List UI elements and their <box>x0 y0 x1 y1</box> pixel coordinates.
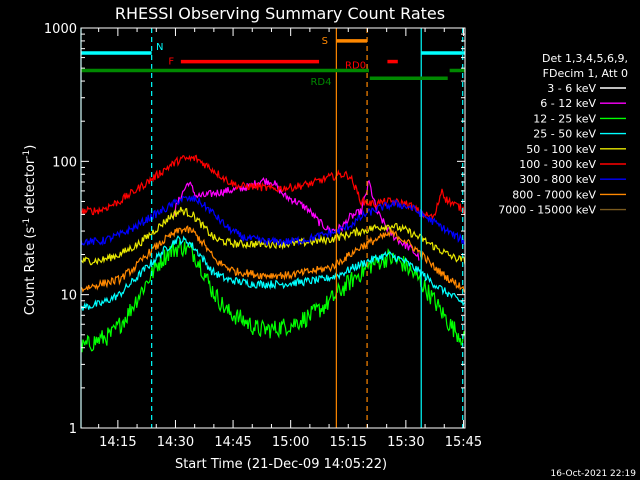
y-axis-label: Count Rate (s-1 detector-1) <box>22 145 38 316</box>
data-layer <box>80 154 466 353</box>
legend-label-6: 300 - 800 keV <box>519 173 596 186</box>
x-tick-label-4: 15:15 <box>330 435 367 450</box>
y-tick-label-2: 100 <box>52 155 77 170</box>
x-tick-label-3: 15:00 <box>272 435 309 450</box>
flag-label-n: N <box>156 42 163 53</box>
legend-label-8: 7000 - 15000 keV <box>498 204 596 217</box>
series-line-1 <box>172 177 420 261</box>
flag-label-rd4: RD4 <box>310 77 331 88</box>
x-tick-label-2: 14:45 <box>214 435 251 450</box>
legend-label-1: 6 - 12 keV <box>540 97 596 110</box>
flag-label-s: S <box>322 36 328 47</box>
legend-label-5: 100 - 300 keV <box>519 158 596 171</box>
legend-header-1: Det 1,3,4,5,6,9, <box>542 52 628 65</box>
flag-label-rd0: RD0 <box>345 61 366 72</box>
x-axis-label: Start Time (21-Dec-09 14:05:22) <box>175 457 387 472</box>
y-tick-label-0: 1 <box>69 422 77 437</box>
x-tick-label-1: 14:30 <box>157 435 194 450</box>
axes-layer: 1 10 100 1000 14:15 14:30 14:45 15:00 15:15 15:30… <box>44 22 482 450</box>
plot-frame <box>80 27 466 429</box>
x-tick-label-5: 15:30 <box>387 435 424 450</box>
series-line-2 <box>80 238 466 353</box>
series-line-0 <box>80 163 466 328</box>
legend-label-3: 25 - 50 keV <box>533 128 596 141</box>
legend-header-2: FDecim 1, Att 0 <box>543 67 628 80</box>
y-axis-label-main: Count Rate (s <box>23 227 38 316</box>
flag-label-f: F <box>168 57 174 68</box>
series-line-4 <box>80 206 466 266</box>
series-line-7 <box>80 225 466 294</box>
legend-label-0: 3 - 6 keV <box>547 82 596 95</box>
y-axis-label-sup1: -1 <box>22 218 32 227</box>
y-tick-label-3: 1000 <box>44 22 77 37</box>
y-axis-label-sup2: -1 <box>22 150 32 159</box>
legend-label-7: 800 - 7000 keV <box>512 188 596 201</box>
y-axis-label-end: ) <box>23 145 38 150</box>
chart-title: RHESSI Observing Summary Count Rates <box>115 4 445 23</box>
series-line-6 <box>80 195 466 247</box>
series-line-3 <box>80 235 466 311</box>
legend-label-4: 50 - 100 keV <box>526 143 596 156</box>
legend-label-2: 12 - 25 keV <box>533 112 596 125</box>
x-tick-label-6: 15:45 <box>445 435 482 450</box>
y-tick-label-1: 10 <box>60 289 77 304</box>
legend: Det 1,3,4,5,6,9, FDecim 1, Att 0 3 - 6 keV… <box>498 52 628 217</box>
overlay-layer: NF S RD0 RD4 <box>80 28 465 428</box>
timestamp-label: 16-Oct-2021 22:19 <box>551 469 637 479</box>
y-axis-label-mid: detector <box>23 158 38 218</box>
x-tick-label-0: 14:15 <box>99 435 136 450</box>
